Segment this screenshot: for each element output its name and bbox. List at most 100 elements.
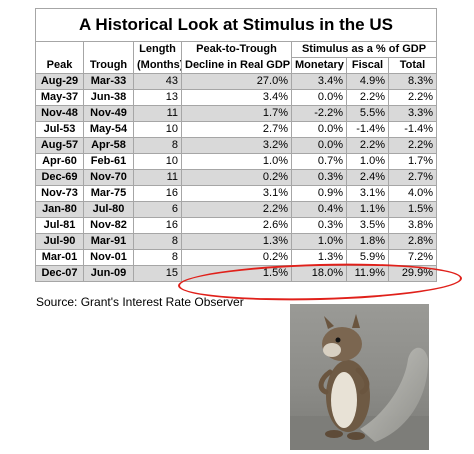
- stimulus-table-container: A Historical Look at Stimulus in the US …: [34, 8, 438, 282]
- cell-length: 13: [133, 89, 182, 106]
- cell-fiscal: 2.4%: [346, 169, 389, 186]
- cell-total: 2.2%: [387, 89, 438, 106]
- cell-monetary: 0.0%: [291, 121, 347, 138]
- cell-length: 11: [133, 169, 182, 186]
- cell-fiscal: 3.5%: [346, 217, 389, 234]
- cell-monetary: 1.0%: [291, 233, 347, 250]
- cell-decline: 1.5%: [181, 265, 292, 282]
- cell-total: 1.7%: [387, 153, 438, 170]
- cell-total: -1.4%: [387, 121, 438, 138]
- cell-peak: Jul-53: [35, 121, 84, 138]
- cell-total: 8.3%: [387, 73, 438, 90]
- cell-peak: Jul-81: [35, 217, 84, 234]
- cell-monetary: 3.4%: [291, 73, 347, 90]
- cell-trough: Feb-61: [83, 153, 134, 170]
- header-decline-line2: Decline in Real GDP: [181, 57, 292, 74]
- cell-length: 15: [133, 265, 182, 282]
- cell-fiscal: 5.5%: [346, 105, 389, 122]
- cell-length: 8: [133, 249, 182, 266]
- cell-total: 29.9%: [387, 265, 438, 282]
- table-row: Mar-01 Nov-01 8 0.2% 1.3% 5.9% 7.2%: [35, 249, 438, 266]
- cell-trough: Nov-49: [83, 105, 134, 122]
- table-row: Jul-90 Mar-91 8 1.3% 1.0% 1.8% 2.8%: [35, 233, 438, 250]
- table-row: May-37 Jun-38 13 3.4% 0.0% 2.2% 2.2%: [35, 89, 438, 106]
- cell-total: 3.8%: [387, 217, 438, 234]
- table-row: Jan-80 Jul-80 6 2.2% 0.4% 1.1% 1.5%: [35, 201, 438, 218]
- table-row: Nov-48 Nov-49 11 1.7% -2.2% 5.5% 3.3%: [35, 105, 438, 122]
- cell-monetary: 18.0%: [291, 265, 347, 282]
- cell-fiscal: 4.9%: [346, 73, 389, 90]
- source-note: Source: Grant's Interest Rate Observer: [36, 295, 244, 309]
- cell-peak: Dec-69: [35, 169, 84, 186]
- cell-total: 4.0%: [387, 185, 438, 202]
- cell-decline: 2.6%: [181, 217, 292, 234]
- cell-fiscal: 5.9%: [346, 249, 389, 266]
- cell-decline: 3.2%: [181, 137, 292, 154]
- header-fiscal: Fiscal: [346, 57, 389, 74]
- cell-peak: Nov-73: [35, 185, 84, 202]
- cell-total: 2.2%: [387, 137, 438, 154]
- cell-monetary: -2.2%: [291, 105, 347, 122]
- cell-trough: Nov-70: [83, 169, 134, 186]
- header-monetary: Monetary: [291, 57, 347, 74]
- cell-decline: 1.3%: [181, 233, 292, 250]
- cell-decline: 3.1%: [181, 185, 292, 202]
- header-decline-line1: Peak-to-Trough: [181, 41, 292, 58]
- cell-trough: Mar-91: [83, 233, 134, 250]
- cell-trough: Jun-09: [83, 265, 134, 282]
- cell-fiscal: 1.8%: [346, 233, 389, 250]
- cell-peak: Aug-29: [35, 73, 84, 90]
- cell-decline: 0.2%: [181, 169, 292, 186]
- cell-length: 43: [133, 73, 182, 90]
- cell-peak: Jul-90: [35, 233, 84, 250]
- cell-total: 2.8%: [387, 233, 438, 250]
- cell-decline: 3.4%: [181, 89, 292, 106]
- cell-length: 11: [133, 105, 182, 122]
- cell-total: 3.3%: [387, 105, 438, 122]
- cell-fiscal: -1.4%: [346, 121, 389, 138]
- header-length-line2: (Months): [133, 57, 182, 74]
- cell-total: 7.2%: [387, 249, 438, 266]
- cell-monetary: 1.3%: [291, 249, 347, 266]
- cell-decline: 1.0%: [181, 153, 292, 170]
- cell-total: 2.7%: [387, 169, 438, 186]
- squirrel-image: [290, 304, 429, 450]
- cell-decline: 2.2%: [181, 201, 292, 218]
- cell-monetary: 0.0%: [291, 137, 347, 154]
- cell-decline: 0.2%: [181, 249, 292, 266]
- cell-peak: Aug-57: [35, 137, 84, 154]
- cell-trough: May-54: [83, 121, 134, 138]
- cell-monetary: 0.7%: [291, 153, 347, 170]
- cell-length: 6: [133, 201, 182, 218]
- table-row: Jul-81 Nov-82 16 2.6% 0.3% 3.5% 3.8%: [35, 217, 438, 234]
- cell-peak: Mar-01: [35, 249, 84, 266]
- cell-peak: May-37: [35, 89, 84, 106]
- cell-length: 10: [133, 121, 182, 138]
- stimulus-table: A Historical Look at Stimulus in the US …: [34, 8, 438, 282]
- cell-peak: Apr-60: [35, 153, 84, 170]
- table-row: Aug-29 Mar-33 43 27.0% 3.4% 4.9% 8.3%: [35, 73, 438, 90]
- cell-total: 1.5%: [387, 201, 438, 218]
- cell-trough: Nov-01: [83, 249, 134, 266]
- header-peak: Peak: [35, 41, 84, 74]
- cell-fiscal: 2.2%: [346, 89, 389, 106]
- table-row: Jul-53 May-54 10 2.7% 0.0% -1.4% -1.4%: [35, 121, 438, 138]
- cell-decline: 1.7%: [181, 105, 292, 122]
- cell-peak: Nov-48: [35, 105, 84, 122]
- cell-length: 10: [133, 153, 182, 170]
- cell-length: 8: [133, 233, 182, 250]
- cell-trough: Apr-58: [83, 137, 134, 154]
- squirrel-photo: [290, 304, 429, 450]
- cell-decline: 27.0%: [181, 73, 292, 90]
- cell-trough: Mar-75: [83, 185, 134, 202]
- table-row: Dec-69 Nov-70 11 0.2% 0.3% 2.4% 2.7%: [35, 169, 438, 186]
- table-body: Aug-29 Mar-33 43 27.0% 3.4% 4.9% 8.3% May-37 Jun…: [35, 73, 438, 282]
- cell-length: 16: [133, 217, 182, 234]
- table-row: Nov-73 Mar-75 16 3.1% 0.9% 3.1% 4.0%: [35, 185, 438, 202]
- table-title: A Historical Look at Stimulus in the US: [34, 8, 438, 42]
- cell-peak: Dec-07: [35, 265, 84, 282]
- cell-length: 16: [133, 185, 182, 202]
- header-length-line1: Length: [133, 41, 182, 58]
- cell-monetary: 0.9%: [291, 185, 347, 202]
- header-stimulus-group: Stimulus as a % of GDP: [290, 41, 438, 58]
